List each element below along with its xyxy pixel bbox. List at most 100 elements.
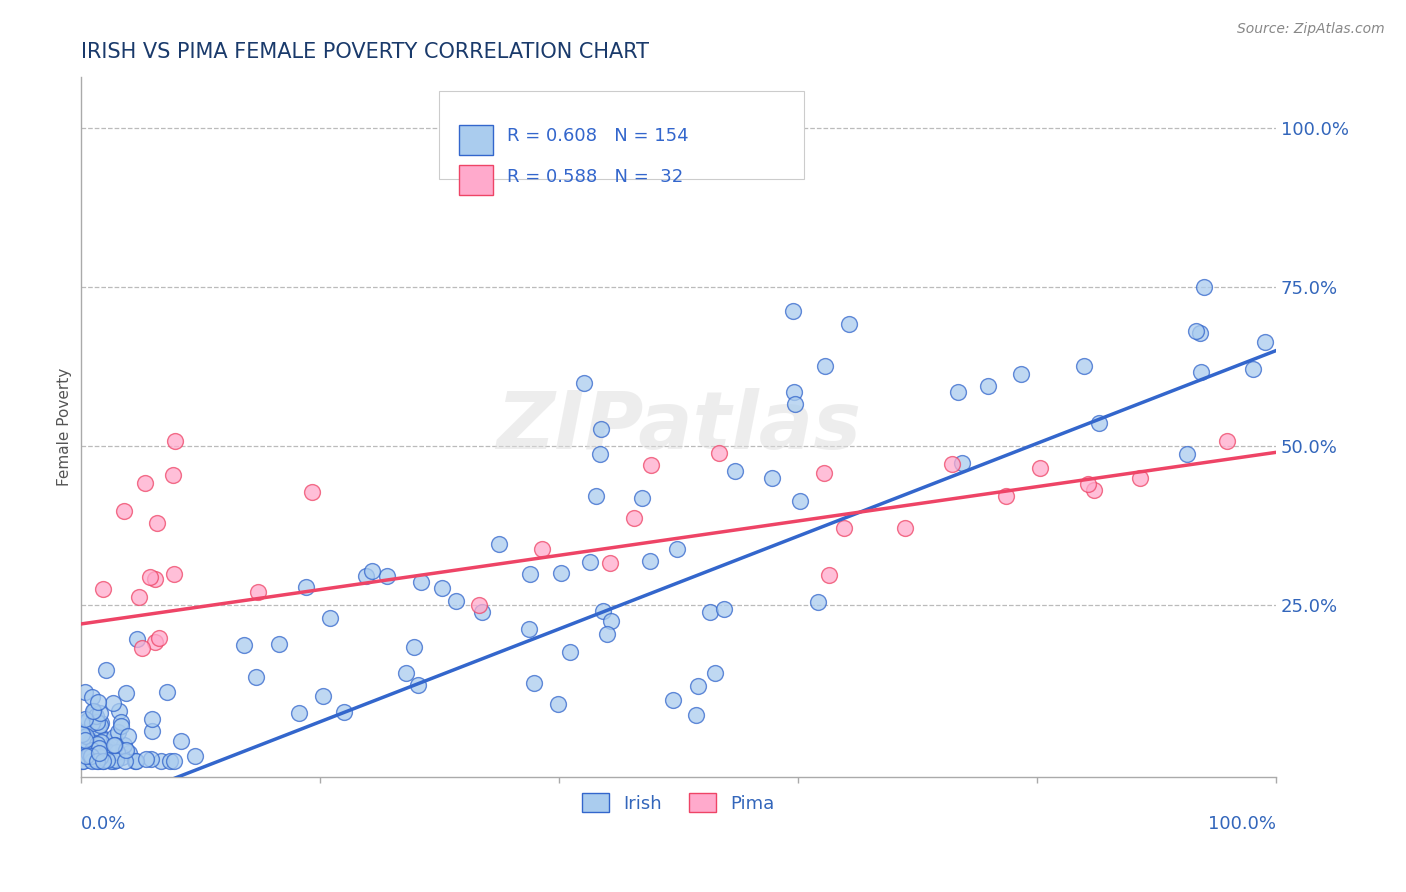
Point [589, 446, 612, 460]
Point [110, 714, 132, 729]
Point [114, 686, 136, 700]
Point [76, 750, 98, 764]
Point [89, 753, 111, 767]
Point [76, 713, 98, 727]
Point [124, 754, 146, 768]
Point [688, 679, 710, 693]
Point [125, 632, 148, 647]
Point [332, 705, 354, 719]
Point [783, 384, 806, 399]
Point [159, 754, 181, 768]
Point [723, 464, 745, 478]
Point [87, 752, 110, 766]
Point [783, 397, 806, 411]
Point [813, 466, 835, 480]
Point [131, 640, 153, 655]
Point [789, 494, 811, 508]
Point [73, 712, 96, 726]
Point [128, 591, 150, 605]
Point [523, 675, 546, 690]
Point [149, 754, 172, 768]
Point [832, 521, 855, 535]
Point [685, 707, 707, 722]
Point [148, 631, 170, 645]
Point [72, 724, 94, 739]
Point [941, 457, 963, 471]
Point [112, 738, 135, 752]
Point [162, 754, 184, 768]
Point [141, 723, 163, 738]
Point [86, 737, 108, 751]
Point [267, 637, 290, 651]
Point [110, 719, 132, 733]
Point [1241, 361, 1264, 376]
Point [471, 605, 494, 619]
Point [360, 564, 382, 578]
Point [87, 754, 110, 768]
Point [91, 748, 114, 763]
Point [354, 569, 377, 583]
Point [100, 754, 122, 768]
Point [585, 489, 607, 503]
Point [1028, 461, 1050, 475]
Point [630, 491, 652, 505]
Point [90, 730, 112, 744]
Point [301, 485, 323, 500]
Point [79, 748, 101, 763]
Point [782, 304, 804, 318]
Point [75, 748, 97, 763]
Point [662, 693, 685, 707]
Point [1185, 324, 1208, 338]
Point [108, 704, 131, 718]
Point [818, 568, 841, 582]
Point [93, 733, 115, 747]
Point [319, 611, 342, 625]
Point [73, 733, 96, 747]
Point [1189, 365, 1212, 379]
Point [86, 709, 108, 723]
Point [519, 567, 541, 582]
Point [86, 754, 108, 768]
Point [183, 748, 205, 763]
Point [89, 718, 111, 732]
Text: IRISH VS PIMA FEMALE POVERTY CORRELATION CHART: IRISH VS PIMA FEMALE POVERTY CORRELATION… [80, 42, 648, 62]
Text: ZIPatlas: ZIPatlas [496, 388, 860, 466]
Point [118, 746, 141, 760]
Point [599, 615, 621, 629]
Point [170, 734, 193, 748]
Point [83, 704, 105, 718]
Point [86, 714, 108, 729]
Point [89, 750, 111, 764]
Point [488, 536, 510, 550]
Point [91, 754, 114, 768]
Point [312, 690, 335, 704]
Point [143, 635, 166, 649]
Point [80, 716, 103, 731]
Point [107, 746, 129, 760]
Point [1189, 326, 1212, 340]
Point [547, 698, 569, 712]
Point [707, 446, 730, 460]
Point [432, 582, 454, 596]
Point [375, 569, 398, 583]
Point [807, 595, 830, 609]
Point [80, 748, 103, 763]
Point [114, 743, 136, 757]
Point [141, 712, 163, 726]
FancyBboxPatch shape [460, 166, 494, 194]
Point [79, 733, 101, 747]
Text: Source: ZipAtlas.com: Source: ZipAtlas.com [1237, 22, 1385, 37]
Point [156, 685, 179, 699]
Point [80, 690, 103, 705]
Point [1254, 334, 1277, 349]
Point [72, 742, 94, 756]
Point [288, 706, 311, 721]
Point [75, 729, 97, 743]
Point [699, 605, 721, 619]
Point [245, 670, 267, 684]
Point [550, 566, 572, 580]
Point [950, 456, 973, 470]
Point [395, 666, 418, 681]
Point [91, 754, 114, 768]
Point [1083, 483, 1105, 498]
